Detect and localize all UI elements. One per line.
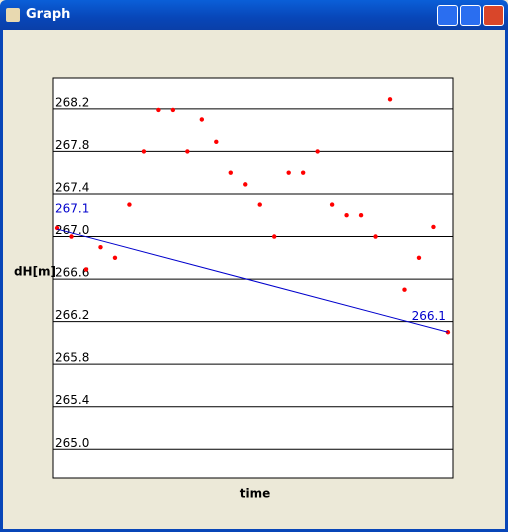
x-axis-label: time (240, 487, 271, 501)
data-point (83, 267, 89, 272)
data-point (257, 202, 262, 207)
data-point (199, 117, 205, 122)
data-point (373, 234, 378, 239)
window-title: Graph (26, 7, 71, 22)
data-point (69, 234, 74, 239)
y-tick-label: 265.4 (55, 393, 89, 407)
data-point (243, 182, 248, 187)
y-tick-label: 268.2 (55, 95, 89, 109)
data-point (344, 213, 349, 218)
data-point (170, 107, 176, 113)
y-tick-label: 265.0 (55, 436, 89, 450)
y-tick-label: 267.8 (55, 138, 89, 152)
close-button[interactable] (483, 5, 504, 26)
y-tick-label: 267.0 (55, 223, 89, 237)
y-axis-label: dH[m] (14, 265, 56, 279)
data-point (272, 234, 277, 239)
trend-label: 267.1 (55, 202, 89, 216)
data-point (98, 244, 103, 250)
data-point (315, 149, 320, 154)
data-point (387, 97, 393, 102)
maximize-button[interactable] (460, 5, 481, 26)
data-point (185, 149, 190, 154)
y-tick-label: 266.6 (55, 266, 89, 280)
data-point (112, 255, 118, 260)
data-point (329, 202, 335, 207)
data-point (300, 170, 306, 175)
window-frame (0, 30, 508, 532)
title-bar: Graph (0, 0, 508, 30)
data-point (141, 149, 147, 154)
plot-area (52, 77, 454, 479)
trend-label: 266.1 (412, 309, 446, 323)
data-point (156, 107, 161, 113)
y-tick-label: 265.8 (55, 351, 89, 365)
data-point (358, 213, 364, 218)
y-tick-label: 266.2 (55, 308, 89, 322)
minimize-button[interactable] (437, 5, 458, 26)
app-icon (6, 8, 20, 22)
data-point (286, 170, 291, 175)
data-point (127, 202, 132, 207)
data-point (416, 255, 422, 260)
data-point (431, 224, 436, 230)
data-point (228, 170, 233, 175)
trend-line (56, 228, 449, 333)
data-point (402, 287, 407, 292)
y-tick-label: 267.4 (55, 180, 89, 194)
data-point (214, 139, 219, 145)
